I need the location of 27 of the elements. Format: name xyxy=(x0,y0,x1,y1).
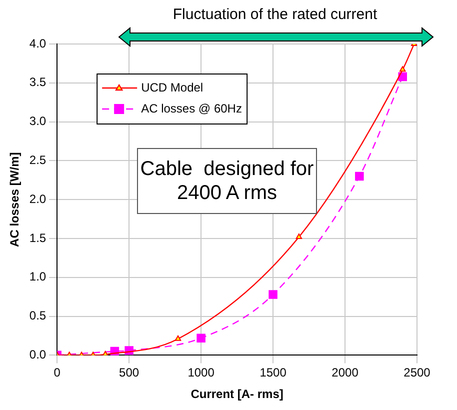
y-tick-label: 1.5 xyxy=(29,230,46,245)
legend-label: AC losses @ 60Hz xyxy=(141,101,242,116)
point xyxy=(196,334,206,342)
y-tick-label: 2.5 xyxy=(29,153,46,168)
y-axis-title: AC losses [W/m] xyxy=(8,152,22,247)
text: Fluctuation of the rated current xyxy=(172,6,378,23)
point xyxy=(174,335,182,341)
y-tick-label: 3.0 xyxy=(29,114,46,128)
y-tick-label: 3.5 xyxy=(29,75,46,90)
y-tick-label: 2.0 xyxy=(29,192,46,206)
point xyxy=(268,290,278,299)
point xyxy=(296,233,302,239)
x-tick-label: 0 xyxy=(54,366,61,380)
x-tick-label: 500 xyxy=(119,366,140,380)
point xyxy=(400,66,406,72)
x-axis-title: Current [A- rms] xyxy=(190,387,284,402)
x-tick-label: 1500 xyxy=(260,366,287,380)
y-tick-label: 1.0 xyxy=(29,270,46,284)
x-tick-label: 2000 xyxy=(332,366,359,380)
point xyxy=(355,172,364,181)
y-tick-label: 4.0 xyxy=(29,36,46,50)
x-tick-label: 2500 xyxy=(404,366,431,380)
x-tick-label: 1000 xyxy=(188,366,215,380)
y-tick-label: 0.5 xyxy=(29,308,46,323)
y-tick-label: 0.0 xyxy=(29,348,46,362)
legend-label: UCD Model xyxy=(141,80,204,94)
annotation: Cable designed for 2400 A rms xyxy=(137,148,317,214)
